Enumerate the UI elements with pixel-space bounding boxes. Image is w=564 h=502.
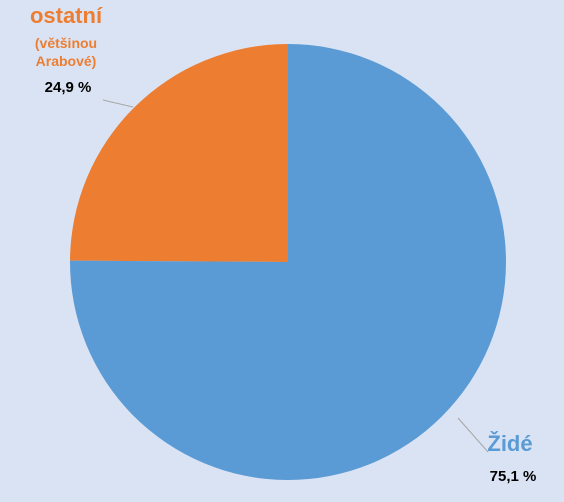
pie-slice <box>70 44 288 262</box>
leader-line <box>102 99 134 108</box>
annotation: (většinou Arabové) <box>34 35 98 70</box>
value-label: 75,1 % <box>489 468 537 485</box>
leader-line <box>457 417 489 453</box>
category-label: ostatní <box>29 3 103 28</box>
pie-slice <box>69 44 506 480</box>
value-label: 24,9 % <box>44 79 92 96</box>
category-label: Židé <box>487 431 533 456</box>
